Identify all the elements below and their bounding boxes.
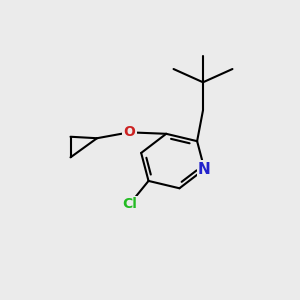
Text: N: N [198, 162, 211, 177]
Text: O: O [124, 125, 135, 139]
Text: Cl: Cl [122, 197, 137, 212]
